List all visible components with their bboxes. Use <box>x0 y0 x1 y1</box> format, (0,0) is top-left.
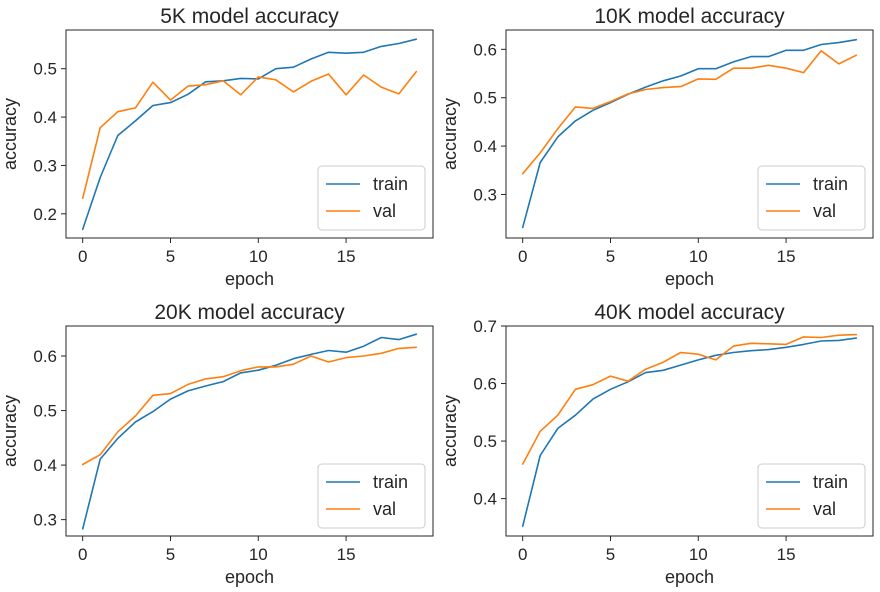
chart-title: 20K model accuracy <box>154 301 345 324</box>
x-axis-label: epoch <box>665 567 714 587</box>
chart-panel-3: 20K model accuracy 0.3 0.4 0.5 0.6 0 5 10 15 epoc… <box>0 301 434 587</box>
x-tick-label: 15 <box>777 247 796 266</box>
y-tick-label: 0.2 <box>33 205 57 224</box>
x-tick-label: 10 <box>689 247 708 266</box>
legend: train val <box>317 463 426 529</box>
y-tick-label: 0.4 <box>473 137 497 156</box>
legend: train val <box>757 165 866 231</box>
series-line-val <box>81 70 418 200</box>
x-tick-label: 0 <box>518 247 527 266</box>
x-axis-label: epoch <box>225 269 274 289</box>
plot-frame <box>505 325 874 537</box>
legend-label-val: val <box>373 201 396 221</box>
legend-box <box>317 165 426 231</box>
legend: train val <box>317 165 426 231</box>
y-tick-label: 0.5 <box>473 432 497 451</box>
x-tick-label: 5 <box>606 247 615 266</box>
y-tick-label: 0.5 <box>33 402 57 421</box>
chart-title: 5K model accuracy <box>160 5 339 28</box>
plot-frame <box>65 325 434 537</box>
y-tick-label: 0.3 <box>33 156 57 175</box>
y-tick-label: 0.4 <box>473 490 497 509</box>
series-line-val <box>521 333 858 465</box>
series-line-train <box>81 333 418 530</box>
plot-frame <box>65 29 434 239</box>
y-tick-label: 0.7 <box>473 317 497 336</box>
y-tick-label: 0.3 <box>33 511 57 530</box>
series-line-val <box>81 346 418 466</box>
legend-label-val: val <box>813 499 836 519</box>
y-axis-label: accuracy <box>0 98 20 170</box>
y-tick-label: 0.3 <box>473 185 497 204</box>
chart-panel-1: 5K model accuracy 0.2 0.3 0.4 0.5 0 5 10 15 epoch… <box>0 5 434 289</box>
legend-label-train: train <box>813 174 848 194</box>
y-tick-label: 0.5 <box>33 60 57 79</box>
chart-title: 40K model accuracy <box>594 301 785 324</box>
chart-panel-4: 40K model accuracy 0.4 0.5 0.6 0.7 0 5 10 15 epoc… <box>440 301 874 587</box>
plot-frame <box>505 29 874 239</box>
series-line-train <box>81 38 418 231</box>
x-axis-label: epoch <box>665 269 714 289</box>
y-tick-label: 0.4 <box>33 108 57 127</box>
legend-label-val: val <box>373 499 396 519</box>
x-tick-label: 15 <box>337 545 356 564</box>
x-tick-label: 0 <box>518 545 527 564</box>
legend-box <box>757 463 866 529</box>
chart-title: 10K model accuracy <box>594 5 785 28</box>
x-tick-label: 5 <box>606 545 615 564</box>
legend-label-val: val <box>813 201 836 221</box>
legend-label-train: train <box>813 472 848 492</box>
x-tick-label: 10 <box>249 545 268 564</box>
series-line-train <box>521 337 858 528</box>
y-axis-label: accuracy <box>440 395 460 467</box>
legend: train val <box>757 463 866 529</box>
y-tick-label: 0.4 <box>33 456 57 475</box>
y-tick-label: 0.6 <box>473 375 497 394</box>
x-tick-label: 0 <box>78 247 87 266</box>
x-tick-label: 15 <box>777 545 796 564</box>
series-line-val <box>521 49 858 175</box>
y-tick-label: 0.6 <box>473 40 497 59</box>
x-tick-label: 5 <box>166 247 175 266</box>
x-tick-label: 10 <box>689 545 708 564</box>
x-tick-label: 15 <box>337 247 356 266</box>
y-tick-label: 0.6 <box>33 347 57 366</box>
legend-label-train: train <box>373 472 408 492</box>
legend-box <box>317 463 426 529</box>
x-tick-label: 10 <box>249 247 268 266</box>
x-tick-label: 0 <box>78 545 87 564</box>
legend-label-train: train <box>373 174 408 194</box>
x-axis-label: epoch <box>225 567 274 587</box>
y-axis-label: accuracy <box>440 98 460 170</box>
series-line-train <box>521 38 858 229</box>
chart-panel-2: 10K model accuracy 0.3 0.4 0.5 0.6 0 5 10 15 epoc… <box>440 5 874 289</box>
legend-box <box>757 165 866 231</box>
y-axis-label: accuracy <box>0 395 20 467</box>
x-tick-label: 5 <box>166 545 175 564</box>
y-tick-label: 0.5 <box>473 89 497 108</box>
